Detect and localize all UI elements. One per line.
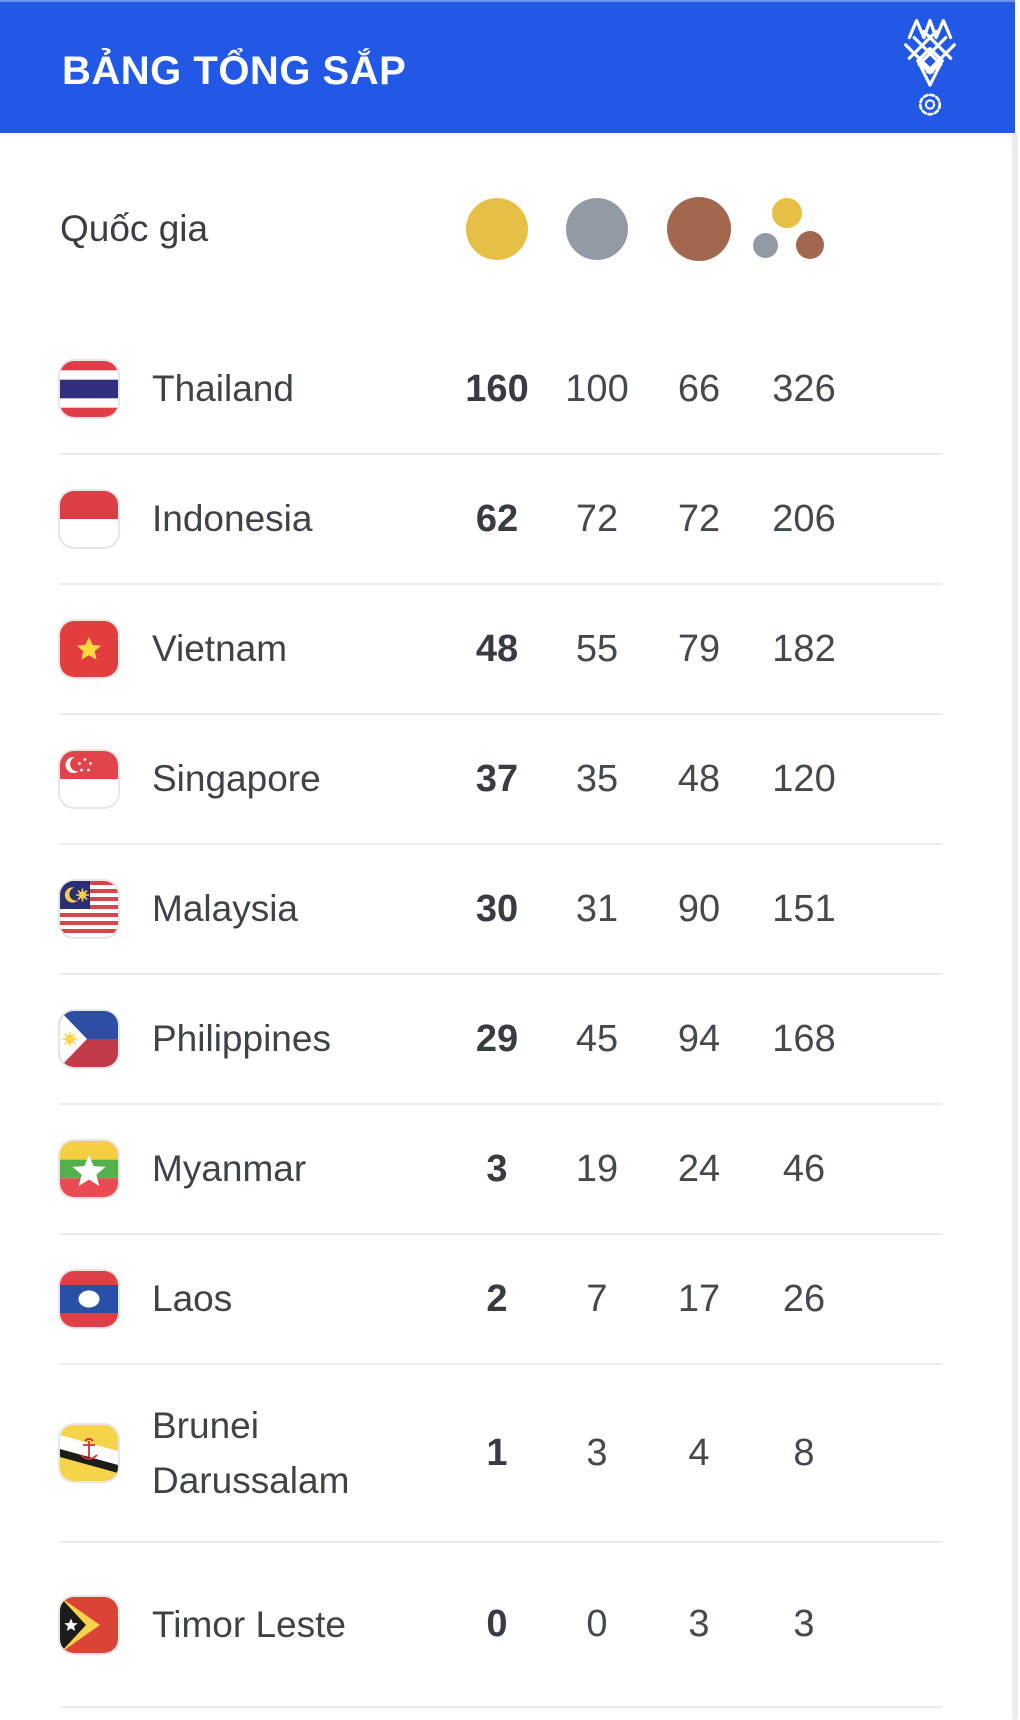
total-count: 3: [793, 1603, 815, 1645]
vietnam-flag-icon: [60, 621, 118, 677]
medal-table: Quốc gia Thailand 160 100 66: [0, 133, 1012, 1708]
country-column-label: Quốc gia: [60, 208, 209, 249]
bronze-count: 66: [677, 367, 721, 410]
table-row: Timor Leste 0 0 3 3: [60, 1543, 942, 1708]
app-header: BẢNG TỔNG SẮP: [0, 0, 1015, 133]
indonesia-flag-icon: [60, 491, 118, 547]
bronze-count: 24: [677, 1147, 721, 1190]
table-row: Indonesia 62 72 72 206: [60, 455, 942, 585]
page-title: BẢNG TỔNG SẮP: [62, 48, 407, 93]
silver-count: 45: [575, 1017, 619, 1060]
total-count: 168: [772, 1017, 836, 1060]
country-name: Laos: [152, 1278, 233, 1320]
total-count: 151: [772, 887, 836, 930]
bronze-count: 72: [677, 497, 721, 540]
table-row: Laos 2 7 17 26: [60, 1235, 942, 1365]
country-name: Thailand: [152, 368, 294, 410]
gold-column-header: [447, 198, 547, 260]
table-header-row: Quốc gia: [60, 133, 942, 325]
country-name: Philippines: [152, 1018, 331, 1060]
table-row: Malaysia 30 31 90 151: [60, 845, 942, 975]
bronze-column-header: [647, 197, 751, 261]
malaysia-flag-icon: [60, 881, 118, 937]
gold-count: 37: [475, 757, 519, 800]
sea-games-32-logo-icon: [904, 18, 956, 116]
gold-count: 30: [475, 887, 519, 930]
thailand-flag-icon: [60, 361, 118, 417]
bronze-count: 79: [677, 627, 721, 670]
country-name: Vietnam: [152, 628, 288, 670]
total-count: 120: [772, 757, 836, 800]
total-column-header: [751, 198, 857, 260]
bronze-count: 90: [677, 887, 721, 930]
country-name: Myanmar: [152, 1148, 307, 1190]
philippines-flag-icon: [60, 1011, 118, 1067]
bronze-count: 4: [688, 1431, 710, 1474]
total-count: 206: [772, 497, 836, 540]
bronze-count: 3: [688, 1603, 710, 1645]
gold-count: 160: [465, 367, 529, 410]
silver-medal-icon: [566, 198, 628, 260]
silver-count: 31: [575, 887, 619, 930]
myanmar-flag-icon: [60, 1141, 118, 1197]
gold-count: 2: [486, 1277, 508, 1320]
singapore-flag-icon: [60, 751, 118, 807]
silver-count: 35: [575, 757, 619, 800]
silver-count: 7: [586, 1277, 608, 1320]
country-name: Singapore: [152, 758, 321, 800]
total-count: 26: [782, 1277, 826, 1320]
table-row: Thailand 160 100 66 326: [60, 325, 942, 455]
total-medals-icon: [752, 198, 824, 260]
brunei-darussalam-flag-icon: [60, 1425, 118, 1481]
gold-count: 1: [486, 1431, 508, 1474]
gold-count: 62: [475, 497, 519, 540]
table-row: Myanmar 3 19 24 46: [60, 1105, 942, 1235]
total-count: 182: [772, 627, 836, 670]
silver-count: 19: [575, 1147, 619, 1190]
gold-count: 48: [475, 627, 519, 670]
silver-count: 3: [586, 1431, 608, 1474]
scrollbar[interactable]: [1012, 133, 1018, 1720]
laos-flag-icon: [60, 1271, 118, 1327]
silver-count: 55: [575, 627, 619, 670]
bronze-count: 48: [677, 757, 721, 800]
timor-leste-flag-icon: [60, 1596, 118, 1653]
gold-count: 0: [486, 1603, 508, 1645]
bronze-count: 94: [677, 1017, 721, 1060]
table-row: Singapore 37 35 48 120: [60, 715, 942, 845]
silver-count: 100: [565, 367, 629, 410]
silver-column-header: [547, 198, 647, 260]
total-count: 46: [782, 1147, 826, 1190]
table-row: Vietnam 48 55 79 182: [60, 585, 942, 715]
total-count: 8: [793, 1431, 815, 1474]
bronze-medal-icon: [667, 197, 731, 261]
silver-count: 0: [586, 1603, 608, 1645]
table-row: Philippines 29 45 94 168: [60, 975, 942, 1105]
silver-count: 72: [575, 497, 619, 540]
table-row: Brunei Darussalam 1 3 4 8: [60, 1365, 942, 1543]
country-name: Indonesia: [152, 498, 313, 540]
bronze-count: 17: [677, 1277, 721, 1320]
country-name: Malaysia: [152, 888, 298, 930]
gold-count: 3: [486, 1147, 508, 1190]
total-count: 326: [772, 367, 836, 410]
country-name: Timor Leste: [152, 1603, 346, 1645]
gold-medal-icon: [466, 198, 528, 260]
gold-count: 29: [475, 1017, 519, 1060]
country-name: Brunei Darussalam: [152, 1404, 350, 1502]
